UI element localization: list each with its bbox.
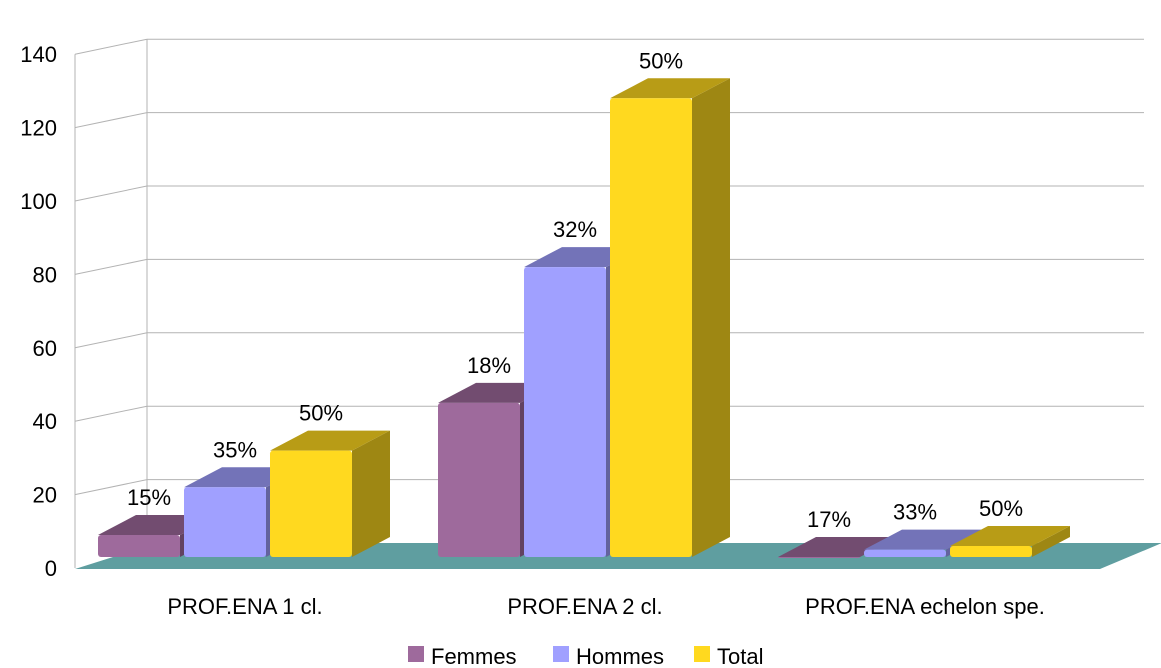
- bar-side: [352, 430, 390, 557]
- data-label: 33%: [893, 500, 937, 525]
- data-label: 15%: [127, 485, 171, 510]
- bar-front: [98, 534, 180, 557]
- legend-swatch: [694, 646, 710, 662]
- y-tick-label: 20: [33, 483, 57, 508]
- data-label: 35%: [213, 437, 257, 462]
- x-category-label: PROF.ENA 2 cl.: [507, 594, 662, 619]
- gridline-side: [74, 332, 148, 349]
- legend-swatch: [553, 646, 569, 662]
- legend-swatch: [408, 646, 424, 662]
- bar-front: [184, 487, 266, 557]
- bar-top: [950, 525, 1070, 546]
- x-category-label: PROF.ENA echelon spe.: [805, 594, 1045, 619]
- gridline-side: [74, 405, 148, 422]
- bar-front: [950, 545, 1032, 557]
- y-tick-label: 100: [20, 189, 57, 214]
- bar-total-2: [610, 78, 730, 557]
- bar-front: [864, 549, 946, 557]
- data-label: 50%: [639, 48, 683, 73]
- legend-label: Hommes: [576, 644, 664, 668]
- data-label: 32%: [553, 217, 597, 242]
- bar-top: [610, 78, 730, 99]
- bar-front: [778, 557, 860, 558]
- y-tick-label: 120: [20, 116, 57, 141]
- legend-label: Total: [717, 644, 763, 668]
- bars: [98, 78, 1070, 558]
- data-label: 50%: [299, 401, 343, 426]
- x-axis-categories: PROF.ENA 1 cl. PROF.ENA 2 cl. PROF.ENA ech…: [167, 594, 1044, 619]
- bar-front: [270, 450, 352, 557]
- gridline-side: [74, 479, 148, 496]
- bar-side: [1032, 525, 1070, 557]
- legend: Femmes Hommes Total: [408, 644, 763, 668]
- bar-front: [610, 98, 692, 557]
- bar-total-3: [950, 525, 1070, 557]
- gridline-side: [74, 258, 148, 275]
- y-tick-label: 0: [45, 556, 57, 581]
- data-label: 18%: [467, 353, 511, 378]
- y-tick-label: 80: [33, 262, 57, 287]
- chart-walls: [74, 39, 148, 568]
- legend-label: Femmes: [431, 644, 517, 668]
- data-label: 17%: [807, 507, 851, 532]
- data-labels: 15% 35% 50% 18% 32% 50% 17% 33% 50%: [127, 48, 1023, 532]
- y-axis-ticks: 0 20 40 60 80 100 120 140: [20, 42, 57, 581]
- data-label: 50%: [979, 496, 1023, 521]
- bar-front: [524, 267, 606, 557]
- gridline-side: [74, 185, 148, 202]
- bar-front: [438, 402, 520, 557]
- y-tick-label: 60: [33, 336, 57, 361]
- y-tick-label: 140: [20, 42, 57, 67]
- gridline-side: [74, 112, 148, 129]
- x-category-label: PROF.ENA 1 cl.: [167, 594, 322, 619]
- bar-total-1: [270, 430, 390, 557]
- bar-side: [692, 78, 730, 557]
- gridline-side: [74, 38, 148, 55]
- y-tick-label: 40: [33, 409, 57, 434]
- bar-top: [270, 430, 390, 451]
